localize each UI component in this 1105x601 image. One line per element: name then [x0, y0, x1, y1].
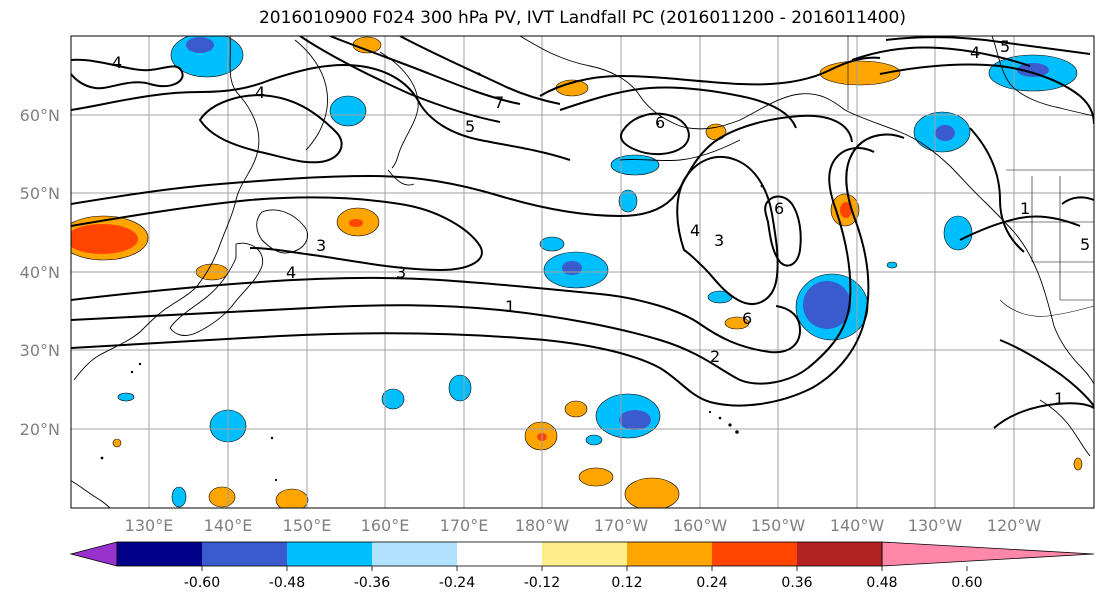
lon-label: 180°W: [515, 516, 570, 535]
colorbar-tick-label: 0.24: [696, 575, 727, 591]
colorbar-tick-label: -0.60: [184, 575, 220, 591]
colorbar: -0.60 -0.48 -0.36 -0.24 -0.12 0.12 0.24 …: [69, 541, 1095, 591]
lat-label: 40°N: [20, 263, 60, 282]
colorbar-swatch: [627, 542, 712, 566]
lat-label: 20°N: [20, 420, 60, 439]
colorbar-swatch: [287, 542, 372, 566]
lat-label: 60°N: [20, 106, 60, 125]
contour-lines: [71, 36, 1094, 429]
negative-anomaly-blob: [329, 95, 367, 127]
lon-label: 160°E: [361, 516, 410, 535]
colorbar-tick-label: 0.60: [951, 575, 982, 591]
contour-label: 4: [690, 221, 700, 240]
colorbar-max-extension: [881, 541, 1095, 567]
lon-label: 170°W: [594, 516, 649, 535]
lon-label: 170°E: [440, 516, 489, 535]
contour-label: 6: [742, 309, 752, 328]
colorbar-swatch: [457, 542, 542, 566]
lon-label: 150°W: [751, 516, 806, 535]
contour-label: 7: [494, 93, 504, 112]
contour-label: 1: [1020, 199, 1030, 218]
contour-label: 3: [396, 263, 406, 282]
colorbar-tick-labels: -0.60 -0.48 -0.36 -0.24 -0.12 0.12 0.24 …: [184, 575, 983, 591]
positive-anomaly-blob: [724, 60, 901, 330]
contour-label: 1: [1054, 389, 1064, 408]
colorbar-tick-label: -0.12: [524, 575, 560, 591]
positive-anomaly-blob: [112, 400, 1083, 508]
contour-label: 6: [655, 113, 665, 132]
contour-labels: 4 4 4 5 7 6 3 3 4 3 1 6 6 2 1 4 5 5 1: [112, 37, 1090, 408]
colorbar-swatch: [712, 542, 797, 566]
contour-label: 4: [112, 53, 122, 72]
negative-anomaly-blob: [707, 215, 973, 304]
contour-label: 3: [316, 236, 326, 255]
positive-anomaly-blob: [71, 215, 149, 261]
contour-label: 5: [1000, 37, 1010, 56]
contour-label: 4: [255, 83, 265, 102]
contour-label: 4: [286, 263, 296, 282]
lon-label: 130°W: [908, 516, 963, 535]
colorbar-tick-label: -0.24: [439, 575, 475, 591]
colorbar-tick-label: -0.48: [269, 575, 305, 591]
latitude-labels: 60°N 50°N 40°N 30°N 20°N: [20, 106, 60, 439]
colorbar-tick-label: -0.36: [354, 575, 390, 591]
lon-label: 130°E: [125, 516, 174, 535]
colorbar-tick-label: 0.36: [781, 575, 812, 591]
lon-label: 120°W: [987, 516, 1042, 535]
contour-label: 5: [465, 117, 475, 136]
lat-label: 50°N: [20, 184, 60, 203]
negative-anomaly-blob: [539, 236, 609, 289]
negative-anomaly-blob: [913, 111, 971, 153]
lon-label: 140°W: [830, 516, 885, 535]
lon-label: 150°E: [283, 516, 332, 535]
contour-label: 2: [710, 347, 720, 366]
contour-label: 3: [714, 231, 724, 250]
contour-label: 1: [505, 297, 515, 316]
colorbar-tick-label: 0.48: [866, 575, 897, 591]
contour-label: 5: [1080, 235, 1090, 254]
lon-label: 140°E: [204, 516, 253, 535]
contour-label: 6: [774, 199, 784, 218]
colorbar-swatch: [542, 542, 627, 566]
longitude-labels: 130°E 140°E 150°E 160°E 170°E 180°W 170°…: [125, 516, 1042, 535]
map-frame: [70, 35, 1095, 509]
colorbar-swatch: [117, 542, 202, 566]
contour-label: 4: [970, 43, 980, 62]
negative-anomaly-blob: [170, 36, 244, 78]
colorbar-swatch: [372, 542, 457, 566]
political-borders: [847, 36, 1094, 317]
colorbar-tick-label: 0.12: [611, 575, 642, 591]
lat-label: 30°N: [20, 341, 60, 360]
lon-label: 160°W: [673, 516, 728, 535]
colorbar-swatch: [797, 542, 882, 566]
map-area: 4 4 4 5 7 6 3 3 4 3 1 6 6 2 1 4 5 5 1: [71, 36, 1094, 508]
colorbar-min-extension: [69, 541, 118, 567]
colorbar-ticks: [201, 566, 968, 571]
colorbar-swatch: [202, 542, 287, 566]
graticule: [71, 36, 1094, 508]
map-title: 2016010900 F024 300 hPa PV, IVT Landfall…: [258, 8, 906, 28]
colorbar-frame: [116, 541, 883, 567]
